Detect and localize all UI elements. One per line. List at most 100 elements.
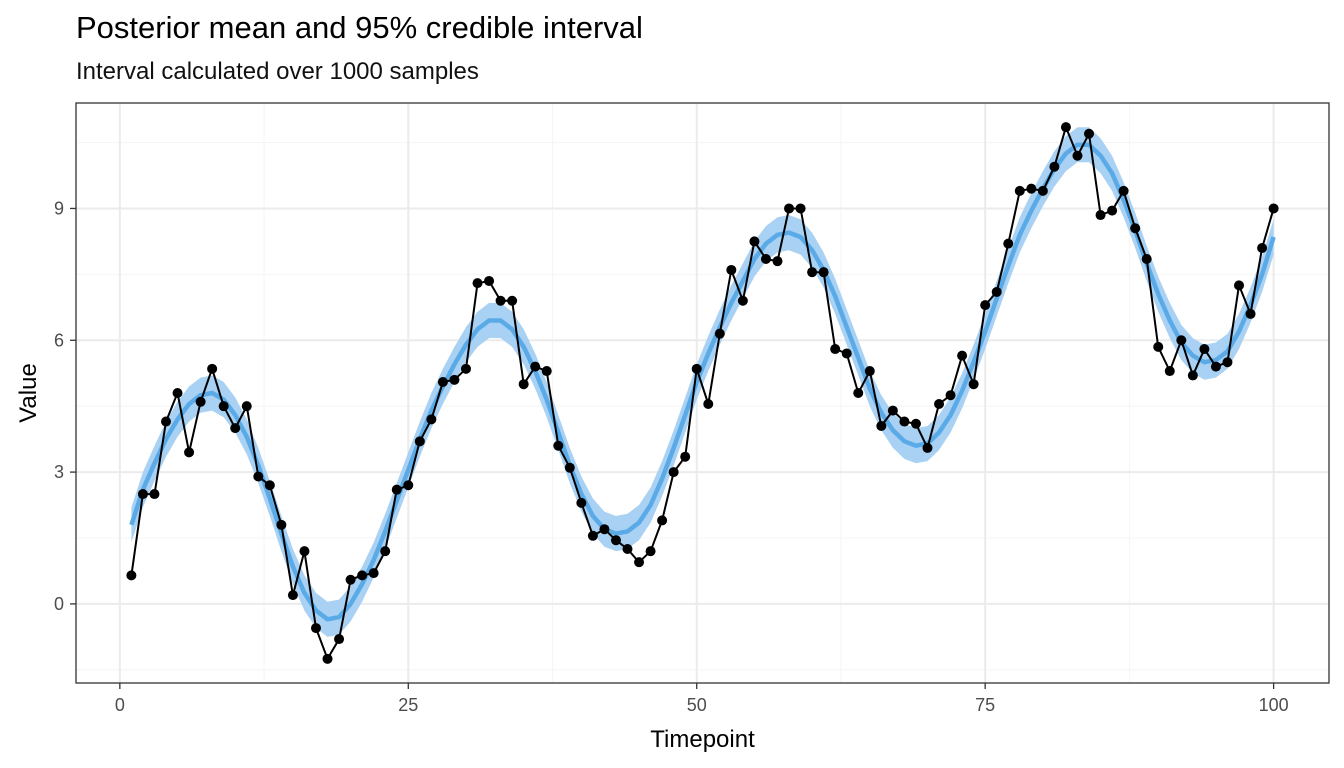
chart-title: Posterior mean and 95% credible interval [76, 10, 643, 45]
data-point [276, 519, 287, 530]
data-point [391, 484, 402, 495]
data-point [195, 396, 206, 407]
data-point [1026, 183, 1037, 194]
data-point [818, 267, 829, 278]
y-tick-label: 0 [54, 594, 64, 614]
data-point [1210, 361, 1221, 372]
data-point [853, 388, 864, 398]
data-point [887, 405, 898, 416]
data-point [830, 344, 841, 355]
data-point [657, 515, 668, 526]
data-point [437, 377, 448, 388]
data-point [207, 363, 218, 374]
data-point [507, 295, 518, 306]
data-point [518, 379, 529, 390]
data-point [126, 570, 137, 581]
data-point [310, 623, 321, 634]
data-point [980, 300, 991, 311]
data-point [334, 634, 345, 645]
data-point [1234, 280, 1245, 291]
data-point [460, 363, 471, 374]
data-point [368, 568, 379, 579]
data-point [1049, 161, 1060, 172]
data-point [137, 489, 148, 500]
data-point [172, 388, 183, 398]
data-point [622, 543, 633, 554]
data-point [1199, 344, 1210, 355]
data-point [726, 264, 737, 275]
data-point [1084, 128, 1095, 139]
observed-series-line [130, 126, 1275, 660]
data-point [991, 286, 1002, 297]
plot-panel-border [75, 102, 1330, 684]
x-axis-title: Timepoint [650, 726, 755, 753]
data-point [737, 295, 748, 306]
credible-interval-band [131, 127, 1274, 637]
grid-lines [76, 103, 1329, 683]
data-point [945, 390, 956, 401]
data-point [484, 275, 495, 286]
data-point [322, 653, 333, 664]
data-point [680, 451, 691, 462]
data-point [599, 524, 610, 535]
data-point [1037, 185, 1048, 196]
data-point [414, 436, 425, 447]
x-tick-label: 25 [398, 695, 418, 715]
data-point [1060, 122, 1071, 133]
data-point [841, 348, 852, 359]
data-point [587, 530, 598, 541]
data-point [634, 557, 645, 568]
data-point [299, 546, 310, 557]
data-point [449, 374, 460, 385]
axes: 0 25 50 75 100 0 3 6 9 [54, 198, 1289, 715]
data-point [714, 328, 725, 339]
data-point [899, 416, 910, 427]
data-point [184, 447, 195, 458]
data-point [864, 366, 875, 377]
data-point [472, 278, 483, 289]
data-point [610, 535, 621, 546]
data-point [784, 203, 795, 214]
data-point [287, 590, 298, 601]
data-point [668, 467, 679, 478]
chart-subtitle: Interval calculated over 1000 samples [76, 58, 479, 85]
data-point [403, 480, 414, 491]
data-point [495, 295, 506, 306]
y-tick-label: 3 [54, 462, 64, 482]
x-tick-label: 50 [687, 695, 707, 715]
data-point [1107, 205, 1118, 216]
x-tick-label: 75 [975, 695, 995, 715]
data-point [264, 480, 275, 491]
data-point [795, 203, 806, 214]
data-point [1130, 223, 1141, 234]
data-point [645, 546, 656, 557]
data-point [1141, 253, 1152, 264]
data-point [1257, 243, 1268, 253]
data-point [576, 497, 587, 508]
x-tick-label: 100 [1259, 695, 1289, 715]
data-point [345, 574, 356, 585]
data-point [1222, 357, 1233, 368]
data-point [691, 363, 702, 374]
data-point [530, 361, 541, 372]
data-point [1014, 185, 1025, 196]
data-point [230, 423, 241, 434]
data-point [380, 546, 391, 557]
data-point [218, 401, 229, 412]
data-point [1153, 341, 1164, 352]
y-tick-label: 6 [54, 330, 64, 350]
data-point [564, 462, 575, 473]
data-point [1245, 308, 1256, 319]
data-point [807, 267, 818, 278]
data-point [1164, 366, 1175, 377]
data-point [703, 398, 714, 409]
data-point [426, 414, 437, 425]
data-point [922, 442, 933, 453]
data-point [772, 256, 783, 267]
observed-points [126, 122, 1279, 664]
y-tick-label: 9 [54, 198, 64, 218]
y-axis-title: Value [15, 363, 42, 423]
data-point [553, 440, 564, 451]
data-point [357, 570, 368, 581]
